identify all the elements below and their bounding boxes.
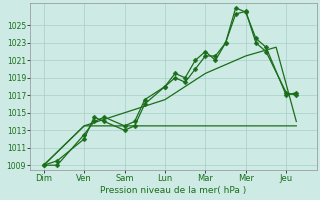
X-axis label: Pression niveau de la mer( hPa ): Pression niveau de la mer( hPa ): [100, 186, 246, 195]
